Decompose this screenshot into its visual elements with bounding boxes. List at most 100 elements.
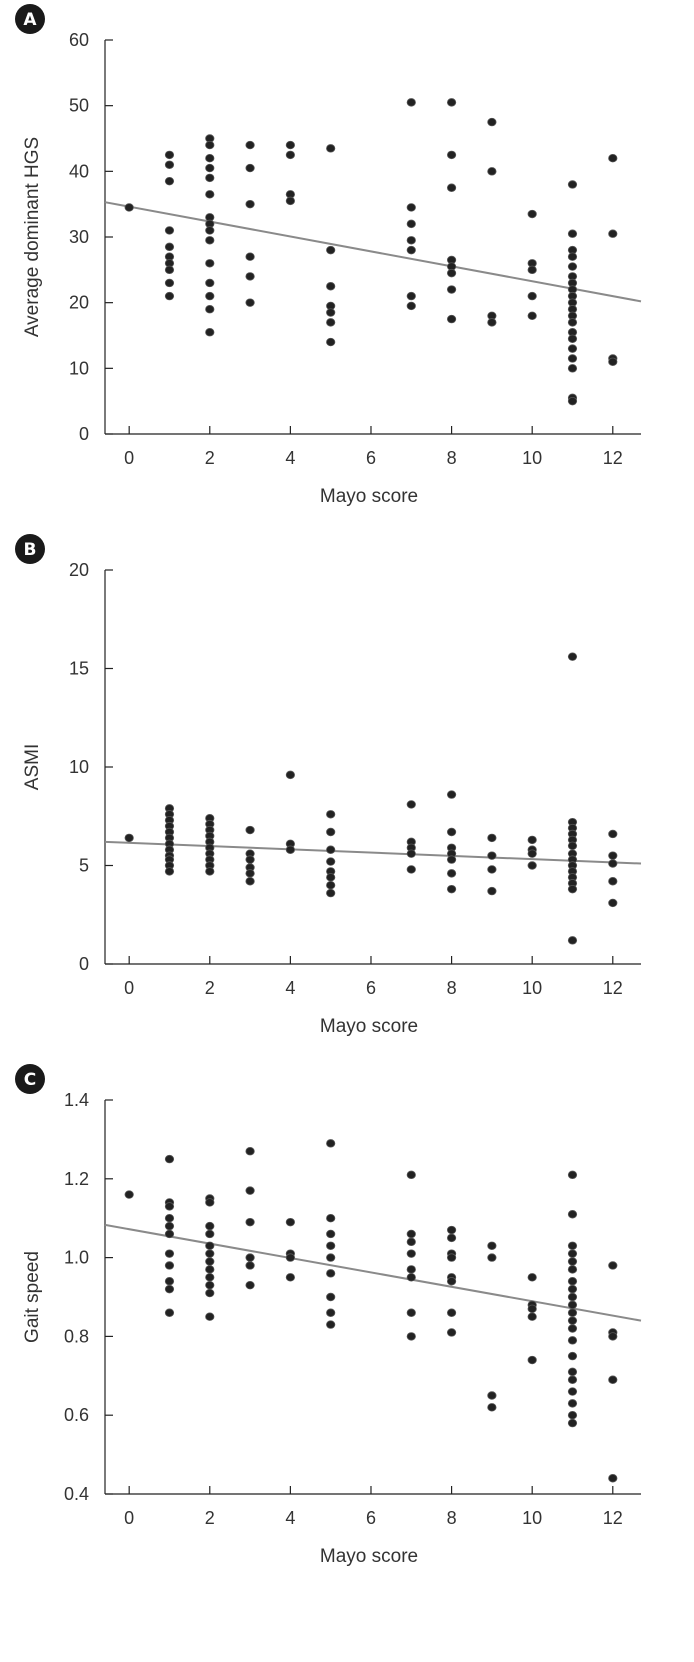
data-point	[567, 1284, 578, 1294]
data-point	[285, 845, 295, 854]
data-point	[245, 1217, 255, 1227]
data-point	[245, 140, 255, 150]
regression-line	[104, 840, 642, 865]
data-point	[608, 1474, 618, 1483]
y-tick-label: 1.2	[64, 1169, 89, 1189]
data-point	[446, 790, 457, 799]
data-point	[567, 1300, 578, 1310]
data-point	[608, 153, 618, 163]
data-point	[446, 1253, 457, 1262]
y-tick-label: 10	[69, 358, 89, 378]
data-point	[205, 226, 215, 235]
data-point	[285, 196, 295, 206]
x-axis-title: Mayo score	[320, 486, 418, 507]
y-tick-label: 0.8	[64, 1326, 89, 1346]
data-point	[205, 278, 215, 288]
data-point	[446, 268, 457, 278]
data-point	[567, 318, 578, 327]
data-point	[205, 328, 215, 337]
x-tick-label: 4	[285, 1508, 295, 1528]
data-point	[567, 1418, 578, 1428]
data-point	[406, 245, 416, 255]
data-point	[567, 1257, 578, 1266]
x-tick-label: 12	[603, 1508, 623, 1528]
x-tick-label: 10	[522, 978, 542, 998]
x-tick-label: 2	[205, 448, 215, 468]
data-point	[608, 829, 618, 839]
data-point	[527, 861, 537, 870]
data-point	[487, 1253, 497, 1262]
panel-b: B 0 5 10 15 20 0 2 4 6 8 10 12 Mayo score ASMI	[0, 530, 694, 1084]
data-point	[487, 833, 497, 843]
data-point	[567, 180, 578, 189]
y-tick-label: 60	[69, 30, 89, 50]
data-point	[245, 855, 255, 864]
data-point	[326, 1320, 336, 1329]
data-point	[124, 203, 134, 212]
data-point	[205, 1198, 215, 1207]
y-tick-label: 0	[79, 954, 89, 974]
data-point	[326, 1308, 336, 1317]
y-tick-label: 20	[69, 560, 89, 580]
y-tick-label: 5	[79, 856, 89, 876]
data-point	[164, 867, 175, 876]
data-point	[527, 209, 537, 219]
data-point	[487, 1403, 497, 1412]
data-point	[285, 770, 295, 780]
data-point	[567, 1241, 578, 1250]
data-point	[326, 1241, 336, 1250]
data-point	[567, 1292, 578, 1302]
data-point	[527, 291, 537, 301]
x-tick-label: 10	[522, 1508, 542, 1528]
data-point	[567, 396, 578, 406]
data-point	[608, 851, 618, 860]
x-tick-label: 6	[366, 1508, 376, 1528]
data-point	[164, 150, 175, 160]
data-point	[406, 849, 416, 858]
data-point	[406, 203, 416, 212]
data-point	[567, 364, 578, 373]
panel-label-badge: B	[15, 534, 45, 564]
data-point	[567, 1324, 578, 1333]
y-tick-label: 0.4	[64, 1484, 89, 1504]
data-point	[406, 219, 416, 229]
data-point	[205, 236, 215, 245]
data-point	[567, 1277, 578, 1286]
data-point	[164, 176, 175, 186]
data-point	[567, 884, 578, 894]
data-point	[527, 1304, 537, 1314]
data-point	[567, 1387, 578, 1396]
data-point	[164, 226, 175, 235]
data-point	[446, 1328, 457, 1337]
data-point	[164, 1261, 175, 1270]
data-point	[326, 282, 336, 291]
data-point	[608, 898, 618, 908]
data-point	[326, 1292, 336, 1302]
data-point	[406, 1332, 416, 1341]
data-point	[205, 163, 215, 173]
data-point	[567, 1210, 578, 1219]
data-point	[406, 1273, 416, 1282]
data-point	[124, 833, 134, 843]
panel-label: B	[24, 540, 37, 560]
data-point	[285, 140, 295, 150]
panel-label-badge: C	[15, 1064, 45, 1094]
x-tick-label: 4	[285, 978, 295, 998]
data-point	[326, 1229, 336, 1239]
data-point	[487, 886, 497, 896]
data-point	[446, 98, 457, 107]
x-tick-label: 12	[603, 978, 623, 998]
data-point	[608, 357, 618, 366]
data-point	[285, 1273, 295, 1282]
data-point	[205, 1288, 215, 1298]
data-point	[205, 173, 215, 183]
data-point	[406, 291, 416, 301]
data-point	[527, 311, 537, 320]
data-point	[245, 199, 255, 209]
y-tick-label: 0.6	[64, 1405, 89, 1425]
x-tick-label: 0	[124, 1508, 134, 1528]
scatter-plot: C 0.4 0.6 0.8 1.0 1.2 1.4 0 2 4 6 8 10 12 Mayo score Ga…	[15, 1064, 642, 1567]
y-axis-title: Average dominant HGS	[22, 137, 43, 337]
data-point	[567, 1265, 578, 1274]
y-tick-label: 0	[79, 424, 89, 444]
